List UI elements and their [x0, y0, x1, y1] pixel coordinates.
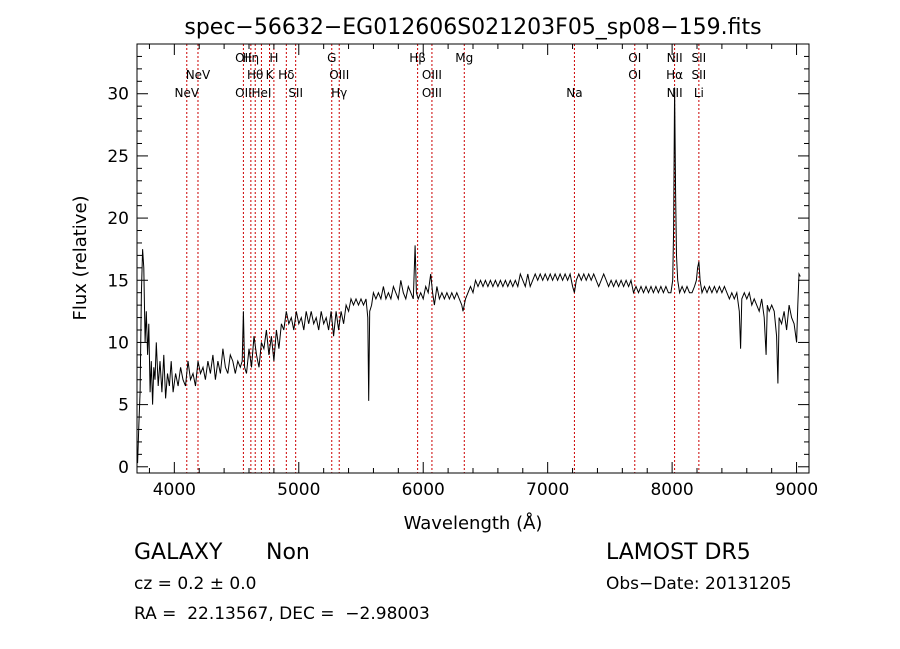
- line-marker-label: NeV: [186, 68, 211, 82]
- line-marker-label: SII: [692, 68, 707, 82]
- line-marker-label: OIII: [329, 68, 349, 82]
- chart-title: spec−56632−EG012606S021203F05_sp08−159.f…: [184, 15, 761, 40]
- ra-dec-coordinates: RA = 22.13567, DEC = −2.98003: [134, 604, 430, 624]
- x-tick-label: 9000: [775, 480, 818, 500]
- line-marker-label: OII: [235, 51, 252, 65]
- y-tick-label: 0: [118, 458, 129, 478]
- x-tick-label: 8000: [650, 480, 693, 500]
- y-axis-label: Flux (relative): [70, 195, 91, 320]
- y-tick-label: 15: [107, 271, 129, 291]
- axis-tick-labels: 4000 5000 6000 7000 8000 9000 0 5 10 15 20 25 30: [107, 85, 818, 500]
- line-marker-label: Hη: [243, 51, 260, 65]
- observation-date: Obs−Date: 20131205: [606, 574, 792, 594]
- line-marker-label: Na: [566, 86, 582, 100]
- y-tick-label: 25: [107, 147, 129, 167]
- line-marker-label: OIII: [422, 68, 442, 82]
- y-tick-label: 5: [118, 396, 129, 416]
- object-subclass: Non: [266, 540, 310, 565]
- line-marker-label: NII: [667, 51, 683, 65]
- line-marker-label: NeV: [174, 86, 199, 100]
- plot-frame: [136, 43, 810, 474]
- line-marker-label: Hβ: [409, 51, 426, 65]
- x-axis-label: Wavelength (Å): [404, 512, 543, 534]
- line-marker-label: K: [266, 68, 275, 82]
- axis-ticks: [137, 44, 809, 473]
- line-marker-label: Hθ: [247, 68, 263, 82]
- line-marker-label: OIII: [422, 86, 442, 100]
- line-marker-labels: NeVNeVOIIOIIHηHθHeIKHHδSIIGOIIIHγHβOIIIO…: [174, 51, 706, 100]
- x-tick-label: 7000: [526, 480, 569, 500]
- x-tick-label: 5000: [277, 480, 320, 500]
- x-tick-label: 6000: [402, 480, 445, 500]
- line-marker-label: OII: [235, 86, 252, 100]
- line-marker-label: Hα: [666, 68, 683, 82]
- line-marker-label: Li: [694, 86, 704, 100]
- y-tick-label: 30: [107, 85, 129, 105]
- line-marker-label: G: [327, 51, 336, 65]
- redshift-cz: cz = 0.2 ± 0.0: [134, 574, 257, 594]
- spectrum-series-line: [137, 87, 801, 464]
- line-marker-label: SII: [288, 86, 303, 100]
- line-marker-label: OI: [628, 68, 641, 82]
- object-class: GALAXY: [134, 540, 223, 565]
- line-marker-label: Hγ: [331, 86, 347, 100]
- line-marker-label: HeI: [251, 86, 271, 100]
- y-tick-label: 10: [107, 333, 129, 353]
- survey-name: LAMOST DR5: [606, 540, 751, 565]
- line-marker-label: Mg: [455, 51, 473, 65]
- line-markers: [186, 44, 700, 473]
- x-tick-label: 4000: [153, 480, 196, 500]
- line-marker-label: SII: [692, 51, 707, 65]
- y-tick-label: 20: [107, 209, 129, 229]
- line-marker-label: H: [269, 51, 278, 65]
- line-marker-label: OI: [628, 51, 641, 65]
- line-marker-label: Hδ: [278, 68, 294, 82]
